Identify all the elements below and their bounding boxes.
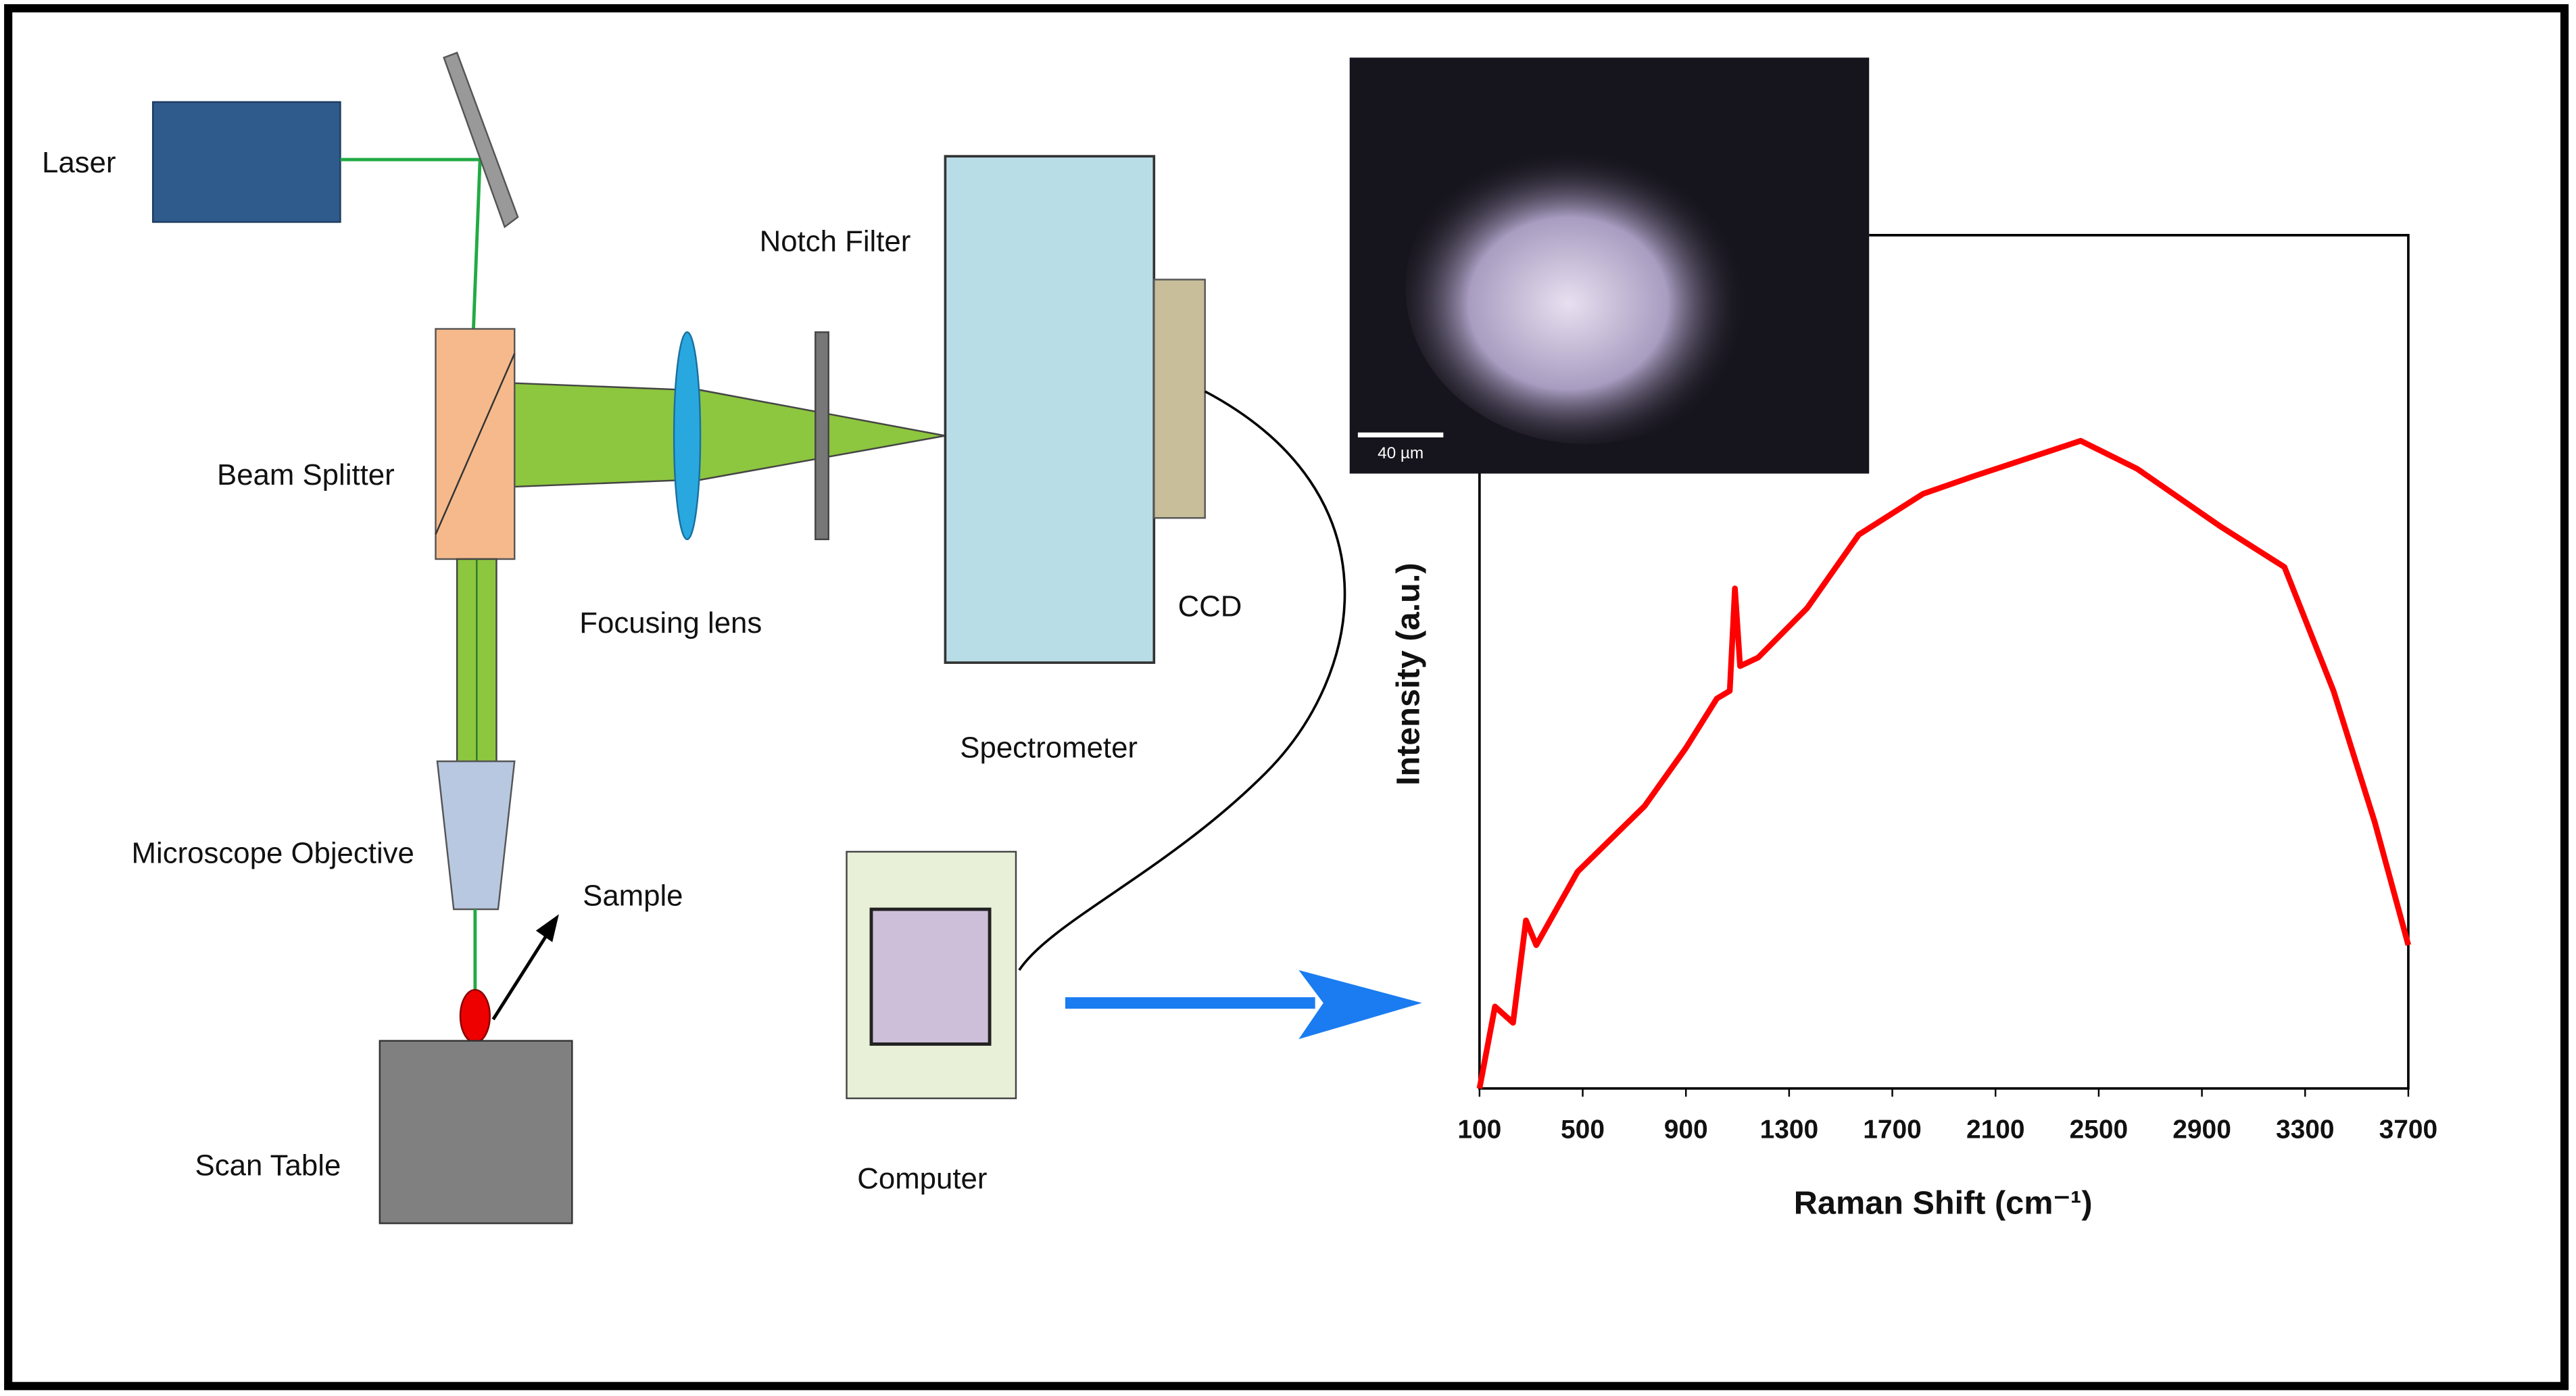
mirror bbox=[443, 51, 519, 228]
x-tick-label: 1300 bbox=[1760, 1115, 1819, 1145]
micrograph-particle bbox=[1405, 131, 1768, 444]
x-tick-label: 900 bbox=[1664, 1115, 1708, 1145]
cable bbox=[1018, 390, 1346, 971]
notch-filter bbox=[815, 331, 829, 541]
sample-arrow bbox=[491, 933, 549, 1021]
scale-bar-label: 40 µm bbox=[1378, 444, 1424, 462]
label: Beam Splitter bbox=[217, 458, 395, 491]
label: Computer bbox=[857, 1162, 987, 1195]
x-tick-label: 2100 bbox=[1966, 1115, 2025, 1145]
label: Focusing lens bbox=[579, 606, 762, 640]
computer-screen bbox=[869, 907, 992, 1046]
label: Sample bbox=[583, 880, 683, 913]
scan-table bbox=[379, 1040, 573, 1224]
scale-bar bbox=[1357, 432, 1444, 438]
splitter-diagonal bbox=[435, 353, 516, 535]
objective bbox=[436, 760, 516, 911]
label: Notch Filter bbox=[760, 225, 911, 258]
sample-arrow-head bbox=[535, 914, 559, 942]
label: Scan Table bbox=[195, 1149, 341, 1182]
laser-box bbox=[151, 101, 341, 223]
label: Laser bbox=[42, 146, 116, 179]
x-axis-label: Raman Shift (cm⁻¹) bbox=[1794, 1185, 2093, 1222]
label: Spectrometer bbox=[960, 731, 1138, 765]
focusing-lens bbox=[673, 331, 702, 541]
label: CCD bbox=[1178, 590, 1242, 623]
x-tick-label: 1700 bbox=[1863, 1115, 1922, 1145]
label: Microscope Objective bbox=[132, 836, 414, 869]
x-tick-label: 2900 bbox=[2172, 1115, 2231, 1145]
series-line bbox=[1476, 437, 2412, 1089]
collimated-beam bbox=[514, 382, 683, 488]
x-tick-label: 2500 bbox=[2070, 1115, 2129, 1145]
x-tick-label: 100 bbox=[1457, 1115, 1501, 1145]
x-tick-label: 3300 bbox=[2276, 1115, 2335, 1145]
spectrometer bbox=[944, 155, 1156, 665]
x-tick-label: 500 bbox=[1561, 1115, 1605, 1145]
x-tick-label: 3700 bbox=[2379, 1115, 2438, 1145]
sample-dot bbox=[459, 988, 491, 1044]
chart: 100 500 900 1300 1700 2100 2500 2900 3300 3700 bbox=[1457, 437, 2438, 1145]
blue-arrow-head bbox=[1298, 970, 1422, 1040]
ccd bbox=[1153, 279, 1206, 519]
y-axis-label: Intensity (a.u.) bbox=[1390, 562, 1427, 786]
